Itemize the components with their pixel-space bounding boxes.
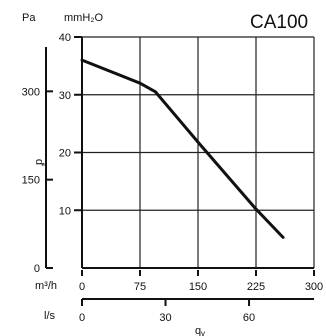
chart-title: CA100 xyxy=(250,12,308,33)
mmh2o-unit-label: mmH₂O xyxy=(64,12,104,24)
secondary-x-tick-label: 0 xyxy=(79,312,85,324)
mmh2o-tick-label: 30 xyxy=(59,90,71,102)
mmh2o-tick-label: 20 xyxy=(59,148,71,160)
secondary-x-tick-label: 60 xyxy=(243,312,255,324)
mmh2o-tick-label: 40 xyxy=(59,32,71,44)
primary-x-tick-label: 300 xyxy=(305,281,323,293)
primary-x-tick-label: 225 xyxy=(247,281,265,293)
secondary-x-tick-label: 30 xyxy=(159,312,171,324)
pa-unit-label: Pa xyxy=(22,12,36,24)
pa-tick-label: 300 xyxy=(22,86,40,98)
y-axis-symbol: p xyxy=(33,159,45,165)
mmh2o-tick-label: 10 xyxy=(59,205,71,217)
y-axis-symbol-sub: t xyxy=(40,163,49,166)
primary-x-tick-label: 75 xyxy=(134,281,146,293)
pa-tick-label: 150 xyxy=(22,175,40,187)
primary-x-tick-label: 0 xyxy=(79,281,85,293)
secondary-x-unit-label: l/s xyxy=(44,310,56,322)
x-axis-symbol-sub: v xyxy=(201,329,205,336)
x-axis-symbol: q xyxy=(195,325,201,336)
primary-x-unit-label: m³/h xyxy=(35,280,57,292)
pa-tick-label: 0 xyxy=(34,263,40,275)
series-line xyxy=(80,58,285,239)
primary-x-tick-label: 150 xyxy=(189,281,207,293)
